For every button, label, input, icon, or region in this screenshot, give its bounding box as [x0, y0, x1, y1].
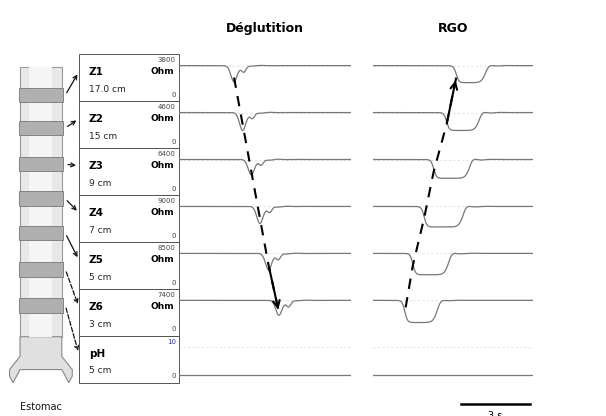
Text: 0: 0	[171, 139, 176, 145]
Polygon shape	[19, 121, 63, 135]
Text: Ohm: Ohm	[150, 208, 174, 217]
Text: Déglutition: Déglutition	[226, 22, 304, 35]
Text: 0: 0	[171, 233, 176, 239]
Text: Ohm: Ohm	[150, 114, 174, 124]
Text: Ohm: Ohm	[150, 255, 174, 264]
Polygon shape	[19, 262, 63, 277]
Text: 3800: 3800	[158, 57, 176, 63]
Polygon shape	[19, 88, 63, 102]
Text: 7 cm: 7 cm	[88, 225, 111, 235]
Text: 9 cm: 9 cm	[88, 179, 111, 188]
Text: 5 cm: 5 cm	[88, 272, 111, 282]
Text: RGO: RGO	[438, 22, 468, 35]
Polygon shape	[30, 67, 52, 337]
Polygon shape	[19, 191, 63, 206]
Polygon shape	[20, 67, 62, 337]
Text: 3 s: 3 s	[488, 411, 503, 416]
Polygon shape	[19, 298, 63, 313]
Text: 3 cm: 3 cm	[88, 319, 111, 329]
Polygon shape	[19, 157, 63, 171]
Text: Ohm: Ohm	[150, 67, 174, 77]
Text: Estomac: Estomac	[20, 402, 62, 412]
Text: 0: 0	[171, 327, 176, 332]
Text: 0: 0	[171, 186, 176, 192]
Text: Ohm: Ohm	[150, 302, 174, 311]
Text: 0: 0	[171, 374, 176, 379]
Text: 17.0 cm: 17.0 cm	[88, 85, 125, 94]
Text: Z3: Z3	[88, 161, 104, 171]
Text: Z6: Z6	[88, 302, 104, 312]
Text: 4600: 4600	[158, 104, 176, 110]
Text: 5 cm: 5 cm	[88, 366, 111, 376]
Text: 9000: 9000	[158, 198, 176, 204]
Text: Z4: Z4	[88, 208, 104, 218]
Text: Z1: Z1	[88, 67, 104, 77]
Text: Ohm: Ohm	[150, 161, 174, 170]
Text: pH: pH	[88, 349, 105, 359]
Text: 7400: 7400	[158, 292, 176, 298]
Text: 10: 10	[167, 339, 176, 345]
Polygon shape	[10, 337, 72, 383]
Text: 15 cm: 15 cm	[88, 132, 117, 141]
Text: 0: 0	[171, 280, 176, 285]
Polygon shape	[19, 226, 63, 240]
Text: 8500: 8500	[158, 245, 176, 251]
Text: Z5: Z5	[88, 255, 104, 265]
Text: Z2: Z2	[88, 114, 104, 124]
Text: 0: 0	[171, 92, 176, 98]
Text: 6400: 6400	[158, 151, 176, 157]
